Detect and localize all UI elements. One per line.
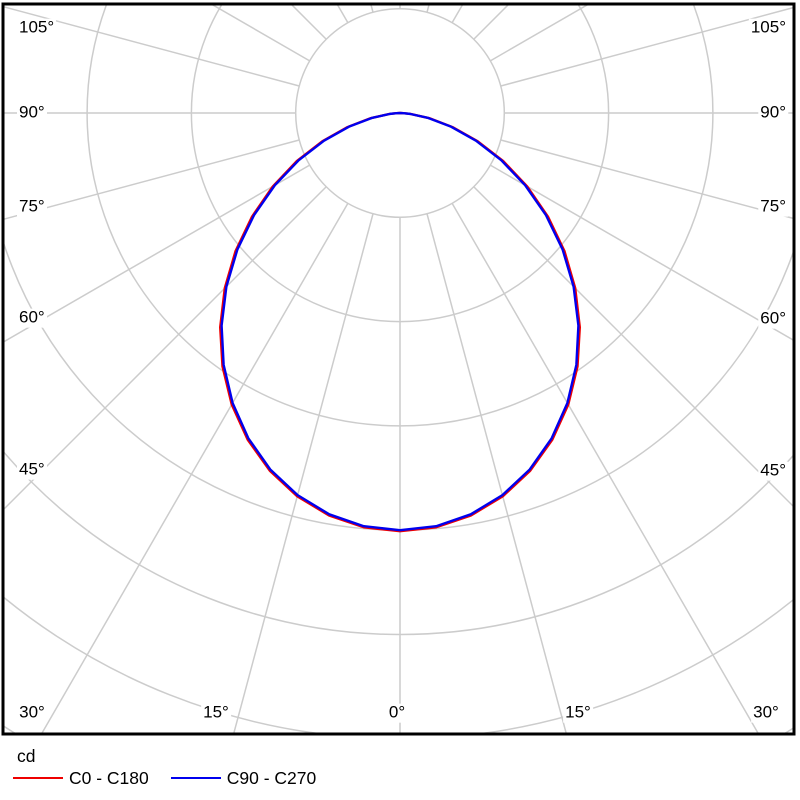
angle-tick-label: 90°: [758, 102, 788, 123]
legend-line-c90-c270: [170, 776, 221, 780]
angle-tick-label: 75°: [17, 196, 47, 217]
legend-line-c0-c180: [13, 776, 63, 780]
angle-tick-label: 15°: [201, 702, 231, 723]
angle-tick-label: 45°: [758, 460, 788, 481]
angle-tick-label: 15°: [563, 702, 593, 723]
angle-tick-label: 75°: [758, 196, 788, 217]
plot-border: [1, 2, 796, 736]
angle-tick-label: 60°: [17, 307, 47, 328]
angle-tick-label: 45°: [17, 459, 47, 480]
angle-tick-label: 30°: [751, 702, 781, 723]
radial-unit-label: cd: [17, 746, 36, 766]
angle-tick-label: 90°: [17, 102, 47, 123]
legend-label-c0-c180: C0 - C180: [69, 767, 149, 788]
angle-tick-label: 105°: [17, 17, 57, 38]
angle-tick-label: 30°: [17, 702, 47, 723]
legend-label-c90-c270: C90 - C270: [226, 767, 317, 788]
legend: C0 - C180 C90 - C270: [0, 767, 317, 788]
angle-tick-label: 105°: [748, 17, 788, 38]
curve-c90-c270: [220, 111, 580, 532]
angle-tick-label: 60°: [758, 308, 788, 329]
angle-tick-label: 0°: [386, 702, 408, 723]
